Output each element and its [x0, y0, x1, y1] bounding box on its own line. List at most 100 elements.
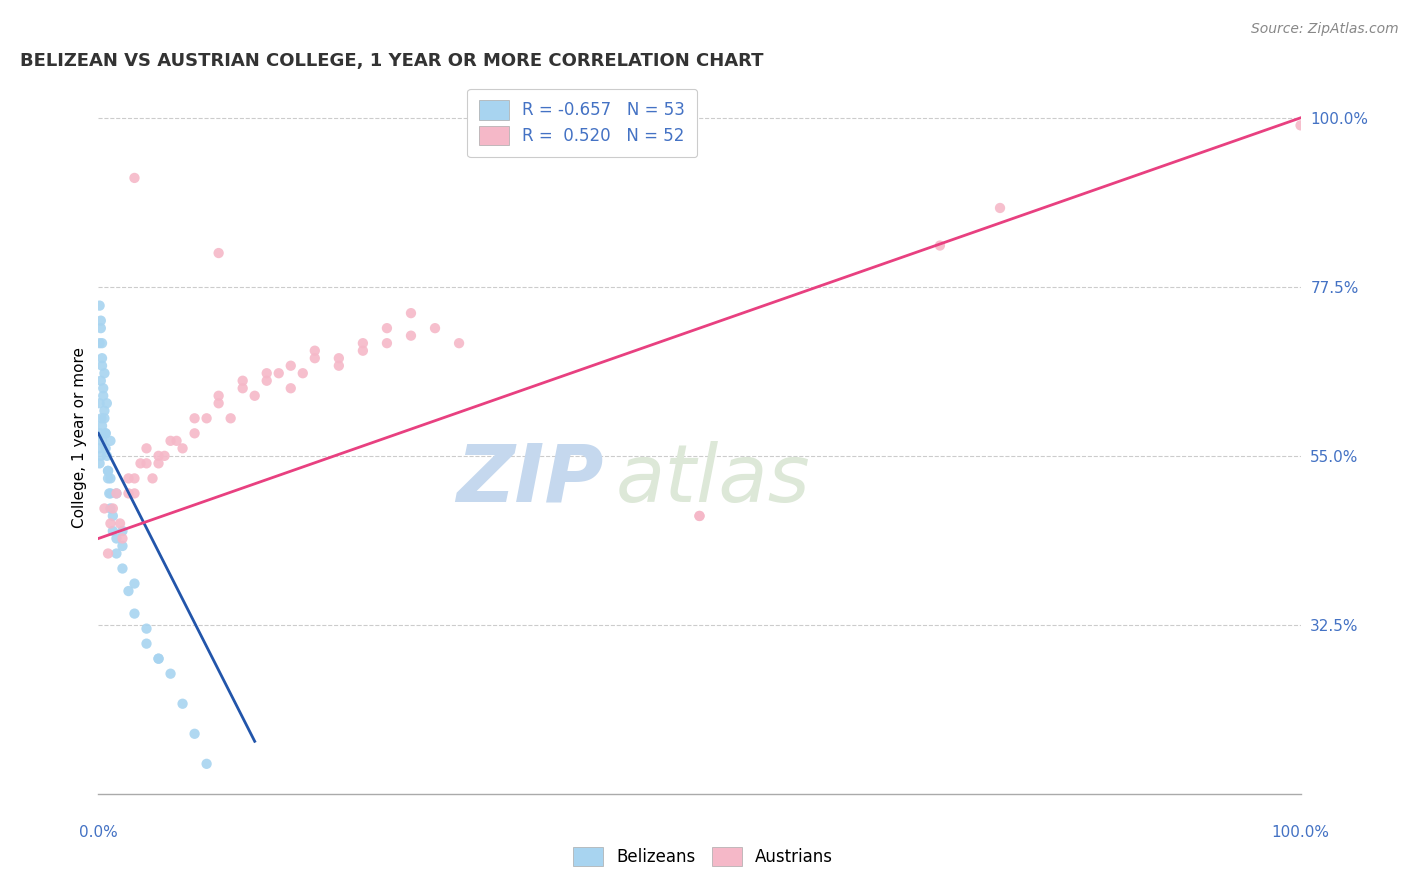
- Point: [135, 456, 157, 470]
- Point: [93, 501, 115, 516]
- Point: [447, 336, 470, 351]
- Point: [148, 651, 170, 665]
- Point: [89, 299, 111, 313]
- Point: [117, 486, 139, 500]
- Point: [97, 464, 120, 478]
- Point: [124, 607, 146, 621]
- Point: [105, 532, 128, 546]
- Point: [148, 651, 170, 665]
- Point: [91, 434, 114, 448]
- Point: [352, 343, 374, 358]
- Point: [688, 508, 710, 523]
- Point: [291, 366, 314, 380]
- Text: Source: ZipAtlas.com: Source: ZipAtlas.com: [1251, 22, 1399, 37]
- Point: [124, 576, 146, 591]
- Text: 100.0%: 100.0%: [1271, 825, 1330, 840]
- Point: [375, 321, 398, 335]
- Point: [90, 321, 112, 335]
- Point: [100, 501, 122, 516]
- Point: [159, 666, 181, 681]
- Point: [172, 442, 194, 456]
- Point: [208, 396, 231, 410]
- Point: [129, 456, 152, 470]
- Point: [93, 366, 115, 380]
- Point: [98, 486, 121, 500]
- Point: [97, 471, 120, 485]
- Point: [135, 622, 157, 636]
- Point: [89, 426, 111, 441]
- Point: [97, 547, 120, 561]
- Point: [93, 404, 115, 418]
- Point: [267, 366, 290, 380]
- Point: [1289, 119, 1312, 133]
- Point: [90, 411, 112, 425]
- Point: [111, 561, 134, 575]
- Point: [100, 434, 122, 448]
- Point: [256, 366, 278, 380]
- Point: [232, 374, 254, 388]
- Point: [94, 426, 117, 441]
- Point: [105, 486, 128, 500]
- Point: [304, 351, 326, 366]
- Point: [141, 471, 163, 485]
- Point: [89, 396, 111, 410]
- Point: [124, 170, 146, 185]
- Point: [928, 238, 950, 252]
- Point: [89, 442, 111, 456]
- Point: [90, 313, 112, 327]
- Point: [232, 381, 254, 395]
- Point: [280, 381, 302, 395]
- Point: [117, 584, 139, 599]
- Point: [91, 389, 114, 403]
- Point: [183, 411, 205, 425]
- Point: [94, 426, 117, 441]
- Point: [352, 336, 374, 351]
- Point: [91, 381, 114, 395]
- Text: ZIP: ZIP: [456, 441, 603, 519]
- Point: [256, 374, 278, 388]
- Point: [280, 359, 302, 373]
- Point: [101, 501, 124, 516]
- Point: [89, 456, 111, 470]
- Point: [111, 524, 134, 538]
- Text: BELIZEAN VS AUSTRIAN COLLEGE, 1 YEAR OR MORE CORRELATION CHART: BELIZEAN VS AUSTRIAN COLLEGE, 1 YEAR OR …: [20, 53, 763, 70]
- Point: [97, 464, 120, 478]
- Text: 0.0%: 0.0%: [79, 825, 118, 840]
- Point: [105, 486, 128, 500]
- Point: [172, 697, 194, 711]
- Point: [91, 336, 114, 351]
- Point: [304, 343, 326, 358]
- Point: [91, 359, 114, 373]
- Point: [195, 411, 218, 425]
- Point: [93, 411, 115, 425]
- Point: [148, 456, 170, 470]
- Point: [219, 411, 242, 425]
- Point: [166, 434, 188, 448]
- Legend: R = -0.657   N = 53, R =  0.520   N = 52: R = -0.657 N = 53, R = 0.520 N = 52: [467, 88, 697, 157]
- Point: [328, 359, 350, 373]
- Point: [399, 328, 422, 343]
- Point: [89, 336, 111, 351]
- Point: [100, 516, 122, 531]
- Point: [195, 756, 218, 771]
- Point: [183, 727, 205, 741]
- Point: [688, 508, 710, 523]
- Point: [91, 351, 114, 366]
- Point: [328, 351, 350, 366]
- Point: [91, 418, 114, 433]
- Point: [159, 434, 181, 448]
- Point: [243, 389, 266, 403]
- Point: [423, 321, 446, 335]
- Y-axis label: College, 1 year or more: College, 1 year or more: [72, 347, 87, 527]
- Point: [148, 449, 170, 463]
- Point: [90, 374, 112, 388]
- Point: [96, 396, 118, 410]
- Point: [399, 306, 422, 320]
- Point: [111, 539, 134, 553]
- Point: [101, 508, 124, 523]
- Point: [988, 201, 1011, 215]
- Point: [90, 449, 112, 463]
- Point: [94, 442, 117, 456]
- Point: [124, 486, 146, 500]
- Point: [208, 389, 231, 403]
